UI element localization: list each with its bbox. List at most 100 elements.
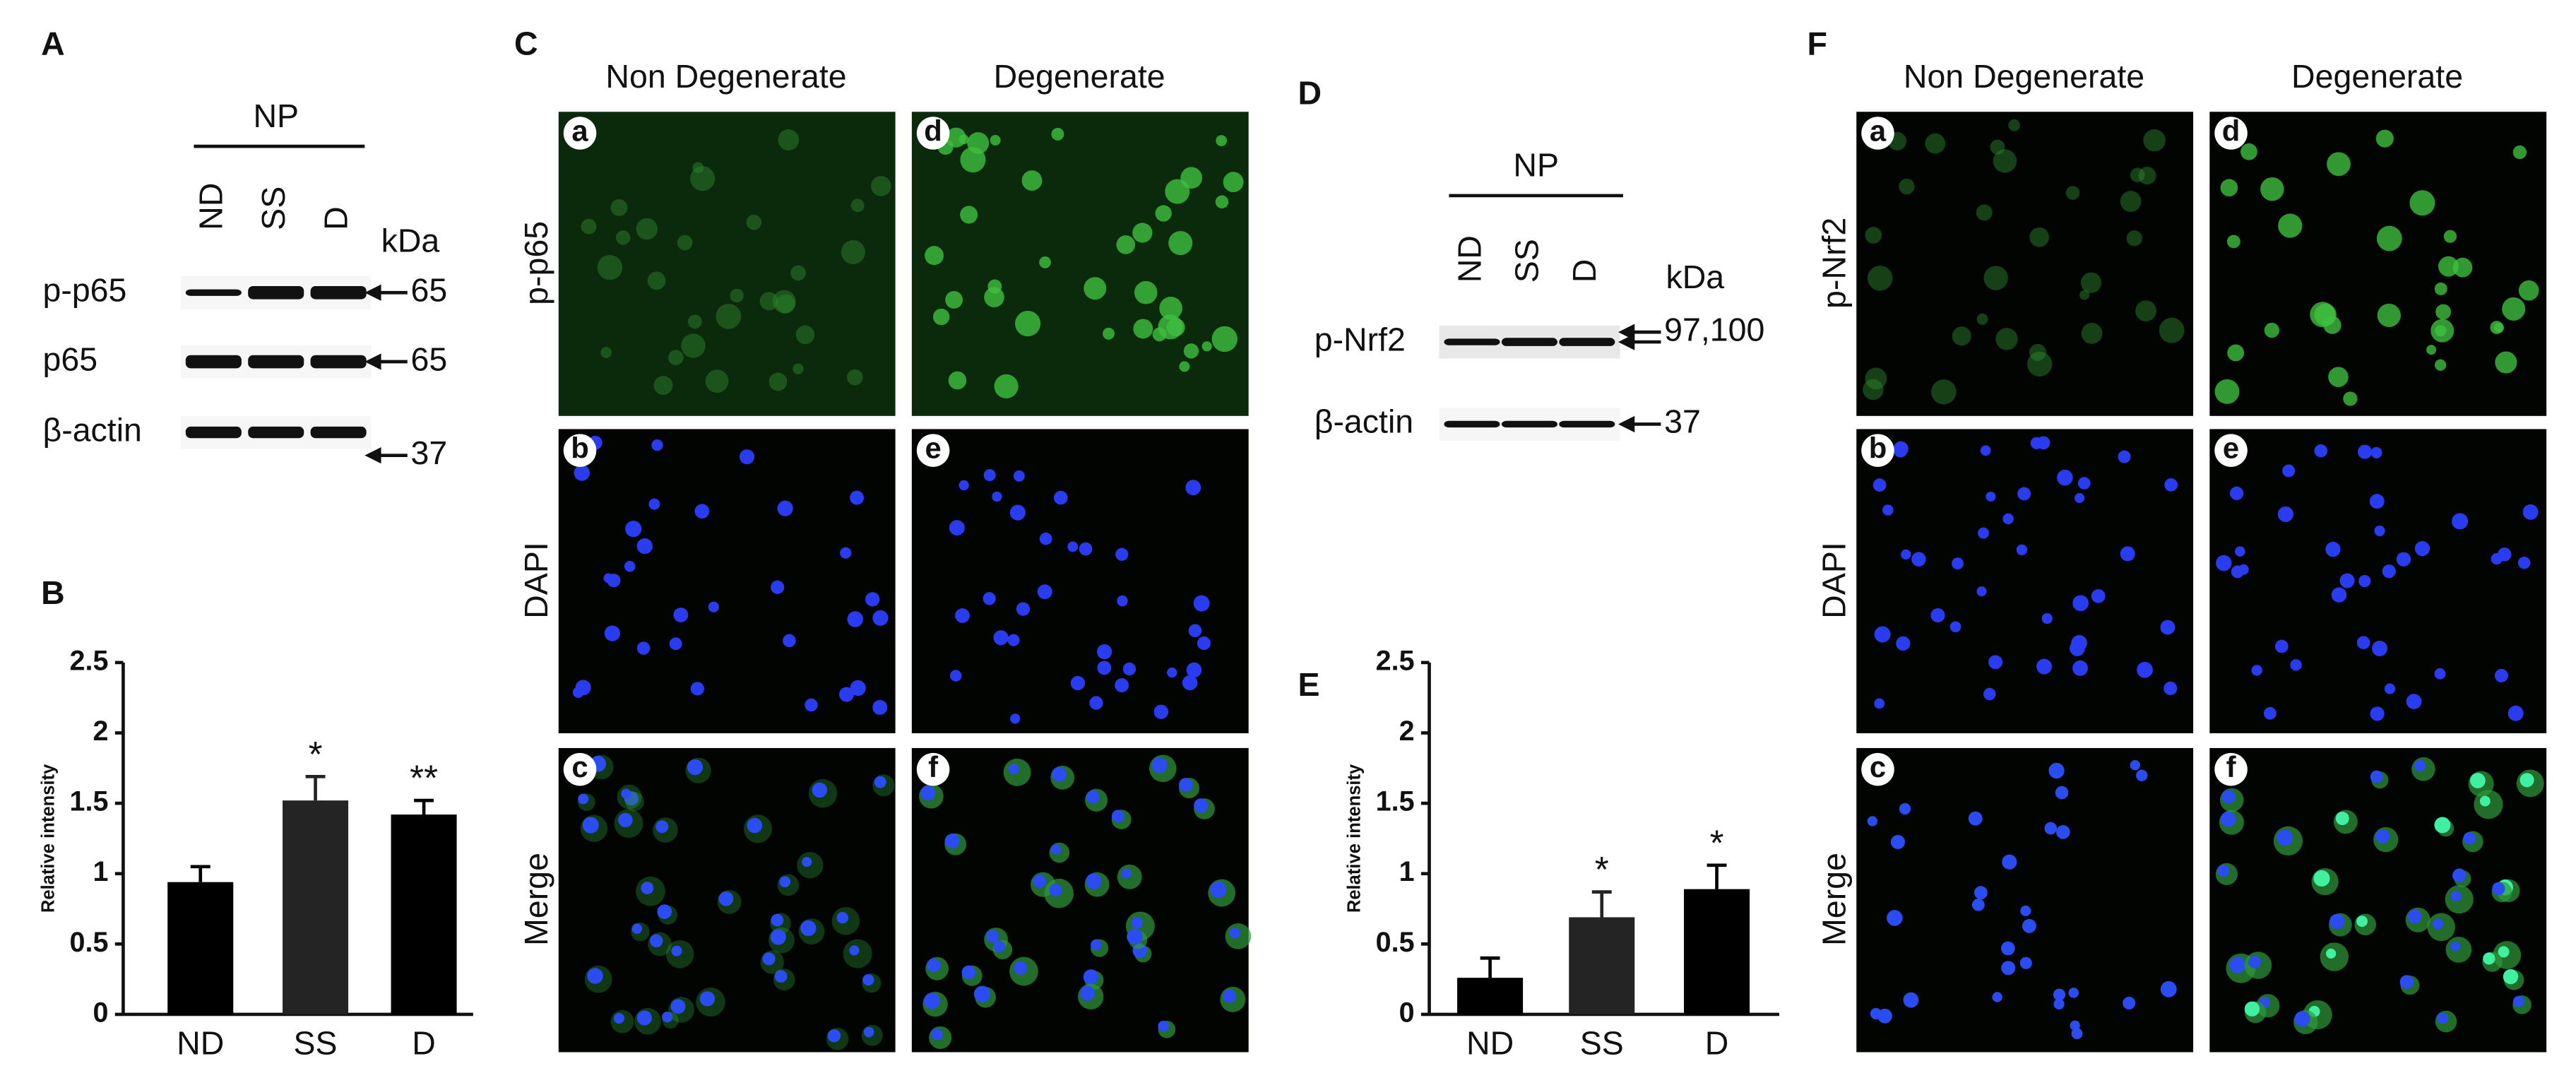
cell [2214,379,2240,404]
blot-band [310,355,367,369]
nucleus [2216,555,2232,571]
nucleus [993,940,1006,952]
nucleus [673,608,689,622]
cell [2138,167,2156,185]
panel-label: F [1807,25,1827,61]
nucleus [2369,494,2385,509]
nucleus [2217,865,2230,877]
nucleus [636,641,651,655]
nucleus [779,876,791,888]
nucleus [2071,1028,2083,1040]
cell [990,135,1001,146]
cell [692,162,704,174]
cell [610,199,628,216]
cell [793,363,804,374]
tile-badge [2214,117,2248,150]
cell [2434,359,2447,371]
cell [1159,296,1182,320]
nucleus [2498,946,2510,958]
lane-label: ND [1451,235,1488,283]
cell [2375,129,2394,148]
nucleus [2274,639,2289,653]
cell [1134,280,1158,304]
cell [705,369,729,393]
nucleus [2048,762,2065,779]
cell [778,129,800,151]
nucleus [986,930,999,943]
nucleus [931,1028,943,1041]
nucleus [1014,961,1028,975]
nucleus [2414,759,2426,772]
arrow-head [364,447,381,464]
nucleus [961,965,976,980]
nucleus [1086,873,1102,889]
nucleus [2282,464,2296,478]
nucleus [1117,595,1128,607]
nucleus [2313,870,2330,887]
nucleus [1874,626,1891,643]
x-tick-label: ND [1466,1024,1514,1061]
row-label: p-Nrf2 [1314,321,1406,357]
nucleus [1179,778,1193,792]
cell [1116,235,1136,254]
nucleus [1193,595,1210,612]
cell [581,218,597,235]
tile-letter: a [1870,114,1887,148]
nucleus [747,817,763,834]
nucleus [2277,506,2293,523]
blot-band [185,289,242,296]
cell [1952,326,1971,346]
tile-badge [916,434,950,467]
marker-label: 97,100 [1664,311,1764,348]
tile-letter: e [2223,432,2239,465]
nucleus [718,891,734,906]
panel-label: C [514,25,538,61]
nucleus [1194,798,1209,813]
cell [2065,186,2080,200]
cell [1899,178,1915,195]
nucleus [2053,988,2066,1001]
nucleus [2000,941,2015,956]
blot-band [1559,420,1615,428]
unit-label: kDa [1666,259,1724,295]
cell [1155,205,1172,222]
cell [2120,191,2142,212]
lane-label: D [1566,259,1603,283]
nucleus [849,945,860,956]
nucleus [927,958,941,973]
nucleus [1010,506,1025,521]
cell [1168,230,1193,256]
tile-letter: a [571,114,588,148]
cell [795,325,815,345]
nucleus [2022,918,2036,933]
nucleus [2220,811,2236,827]
cell [1863,379,1884,401]
nucleus [1992,992,2002,1002]
nucleus [2072,595,2089,612]
cell [2081,323,2103,344]
nucleus [657,904,672,919]
arrow-head [364,284,381,301]
marker-label: 65 [410,272,447,309]
panel-label: B [41,574,65,611]
nucleus [1070,675,1086,691]
nucleus [739,449,755,465]
nucleus [2056,825,2070,839]
nucleus [1930,608,1945,623]
cell [1021,170,1043,191]
nucleus [983,592,996,605]
nucleus [636,538,653,555]
cell [1039,256,1051,268]
cell [1179,361,1190,372]
blot-band [1559,338,1615,346]
nucleus [2522,504,2539,520]
nucleus [2339,573,2355,588]
tile-badge [1861,117,1894,150]
cell [2512,145,2527,160]
nucleus [1887,910,1903,926]
tile-badge [1861,752,1894,786]
lane-label: ND [193,183,230,230]
blot-band [185,355,242,369]
nucleus [1988,655,2002,670]
nucleus [1971,898,1985,911]
